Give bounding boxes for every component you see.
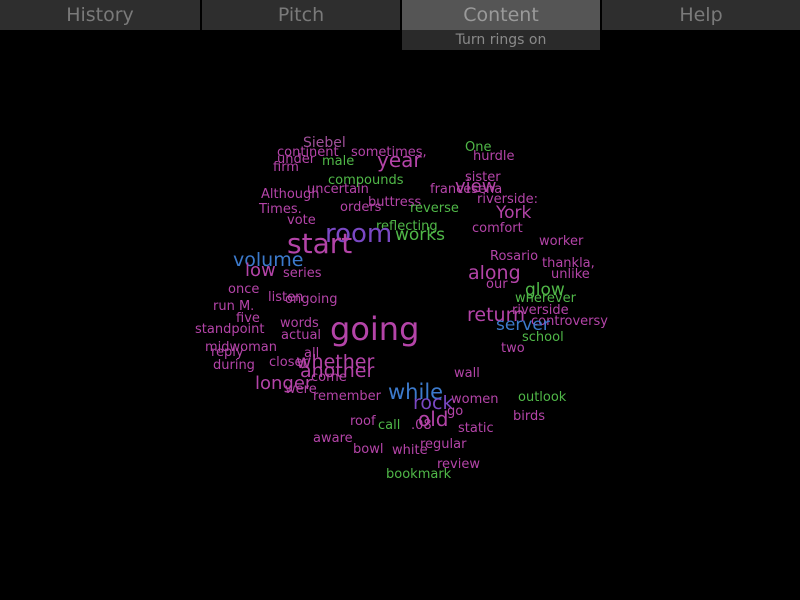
turn-rings-on-button[interactable]: Turn rings on — [402, 30, 600, 50]
word-cloud-word[interactable]: riverside: — [477, 192, 539, 207]
word-cloud-word[interactable]: room — [325, 219, 393, 249]
word-cloud-word[interactable]: actual — [281, 328, 322, 343]
word-cloud-word[interactable]: wall — [454, 366, 480, 381]
word-cloud-word[interactable]: go — [447, 404, 464, 419]
word-cloud-word[interactable]: series — [283, 266, 322, 281]
word-cloud-word[interactable]: during — [213, 358, 255, 373]
word-cloud-word[interactable]: reverse — [410, 201, 459, 216]
word-cloud-word[interactable]: midwoman — [205, 340, 277, 355]
word-cloud-word[interactable]: Rosario — [490, 249, 539, 264]
word-cloud-word[interactable]: view — [455, 176, 497, 197]
word-cloud-word[interactable]: outlook — [518, 390, 567, 405]
word-cloud-word[interactable]: two — [501, 341, 525, 356]
word-cloud-word[interactable]: One — [465, 140, 492, 155]
word-cloud-word[interactable]: run M. — [213, 299, 255, 314]
word-cloud-word[interactable]: Times. — [259, 202, 302, 217]
word-cloud-word[interactable]: another — [300, 360, 375, 382]
word-cloud-word[interactable]: reflecting — [376, 219, 438, 234]
word-cloud-word[interactable]: sometimes, — [351, 145, 427, 160]
word-cloud-word[interactable]: glow — [525, 280, 565, 300]
word-cloud-word[interactable]: Siebel — [303, 135, 346, 151]
tab-help[interactable]: Help — [602, 0, 800, 30]
word-cloud-word[interactable]: regular — [420, 437, 467, 452]
word-cloud-word[interactable]: aware — [313, 431, 353, 446]
word-cloud-word[interactable]: orders — [340, 200, 382, 215]
word-cloud-word[interactable]: along — [468, 262, 521, 284]
word-cloud-word[interactable]: firm — [273, 160, 299, 175]
word-cloud-word[interactable]: old — [418, 407, 449, 431]
word-cloud-word[interactable]: buttress — [368, 195, 422, 210]
word-cloud-word[interactable]: come — [311, 370, 347, 385]
word-cloud-word[interactable]: .08 — [411, 418, 432, 433]
word-cloud-word[interactable]: whether — [296, 351, 375, 373]
word-cloud-word[interactable]: male — [322, 154, 355, 169]
word-cloud-word[interactable]: once — [228, 282, 260, 297]
word-cloud-word[interactable]: closer — [269, 355, 308, 370]
word-cloud-word[interactable]: while — [388, 380, 444, 404]
word-cloud-word[interactable]: remember — [313, 389, 381, 404]
word-cloud-word[interactable]: uncertain — [307, 182, 369, 197]
word-cloud-word[interactable]: were — [285, 382, 317, 397]
word-cloud-word[interactable]: sister — [465, 170, 501, 185]
word-cloud-word[interactable]: worker — [539, 234, 584, 249]
word-cloud-word[interactable]: standpoint — [195, 322, 265, 337]
word-cloud-word[interactable]: francesena — [430, 182, 503, 197]
word-cloud-word[interactable]: vote — [287, 213, 316, 228]
word-cloud-word[interactable]: comfort — [472, 221, 523, 236]
word-cloud-word[interactable]: reply — [211, 345, 244, 360]
word-cloud-word[interactable]: wherever — [515, 291, 576, 306]
word-cloud-word[interactable]: riverside — [512, 303, 569, 318]
word-cloud-word[interactable]: continent — [277, 145, 339, 160]
tab-pitch[interactable]: Pitch — [202, 0, 400, 30]
word-cloud-word[interactable]: words — [280, 316, 319, 331]
word-cloud-word[interactable]: Although — [261, 187, 320, 202]
word-cloud-word[interactable]: school — [522, 330, 564, 345]
word-cloud-word[interactable]: roof — [350, 414, 376, 429]
word-cloud-word[interactable]: start — [287, 227, 353, 260]
word-cloud-word[interactable]: review — [437, 457, 480, 472]
word-cloud-word[interactable]: white — [392, 443, 428, 458]
word-cloud-word[interactable]: birds — [513, 409, 546, 424]
word-cloud-word[interactable]: thankla, — [542, 256, 595, 271]
word-cloud-word[interactable]: static — [458, 421, 494, 436]
word-cloud-word[interactable]: unlike — [551, 267, 590, 282]
word-cloud-word[interactable]: under — [277, 152, 316, 167]
word-cloud-word[interactable]: compounds — [328, 173, 404, 188]
word-cloud-word[interactable]: ongoing — [285, 292, 338, 307]
word-cloud-word[interactable]: longer — [255, 373, 313, 394]
word-cloud-word[interactable]: hurdle — [473, 149, 515, 164]
word-cloud-word[interactable]: our — [486, 277, 508, 292]
word-cloud-word[interactable]: bowl — [353, 442, 384, 457]
word-cloud-word[interactable]: low — [245, 260, 276, 281]
word-cloud-word[interactable]: York — [496, 203, 532, 223]
word-cloud-word[interactable]: year — [377, 148, 422, 172]
word-cloud-word[interactable]: works — [395, 225, 445, 245]
word-cloud-word[interactable]: listen — [268, 290, 304, 305]
top-tab-bar: History Pitch Content Help — [0, 0, 800, 30]
word-cloud-word[interactable]: going — [330, 310, 420, 348]
tab-history[interactable]: History — [0, 0, 200, 30]
word-cloud-word[interactable]: controversy — [531, 314, 608, 329]
word-cloud-word[interactable]: rock — [413, 392, 454, 414]
tab-content[interactable]: Content — [402, 0, 600, 30]
word-cloud-word[interactable]: call — [378, 418, 401, 433]
word-cloud-word[interactable]: women — [451, 392, 499, 407]
word-cloud-word[interactable]: return — [467, 304, 526, 326]
word-cloud-word[interactable]: all — [304, 346, 320, 361]
word-cloud-word[interactable]: volume — [233, 249, 304, 271]
word-cloud-word[interactable]: bookmark — [386, 467, 452, 482]
word-cloud-word[interactable]: five — [236, 311, 260, 326]
word-cloud-word[interactable]: server — [496, 315, 550, 335]
